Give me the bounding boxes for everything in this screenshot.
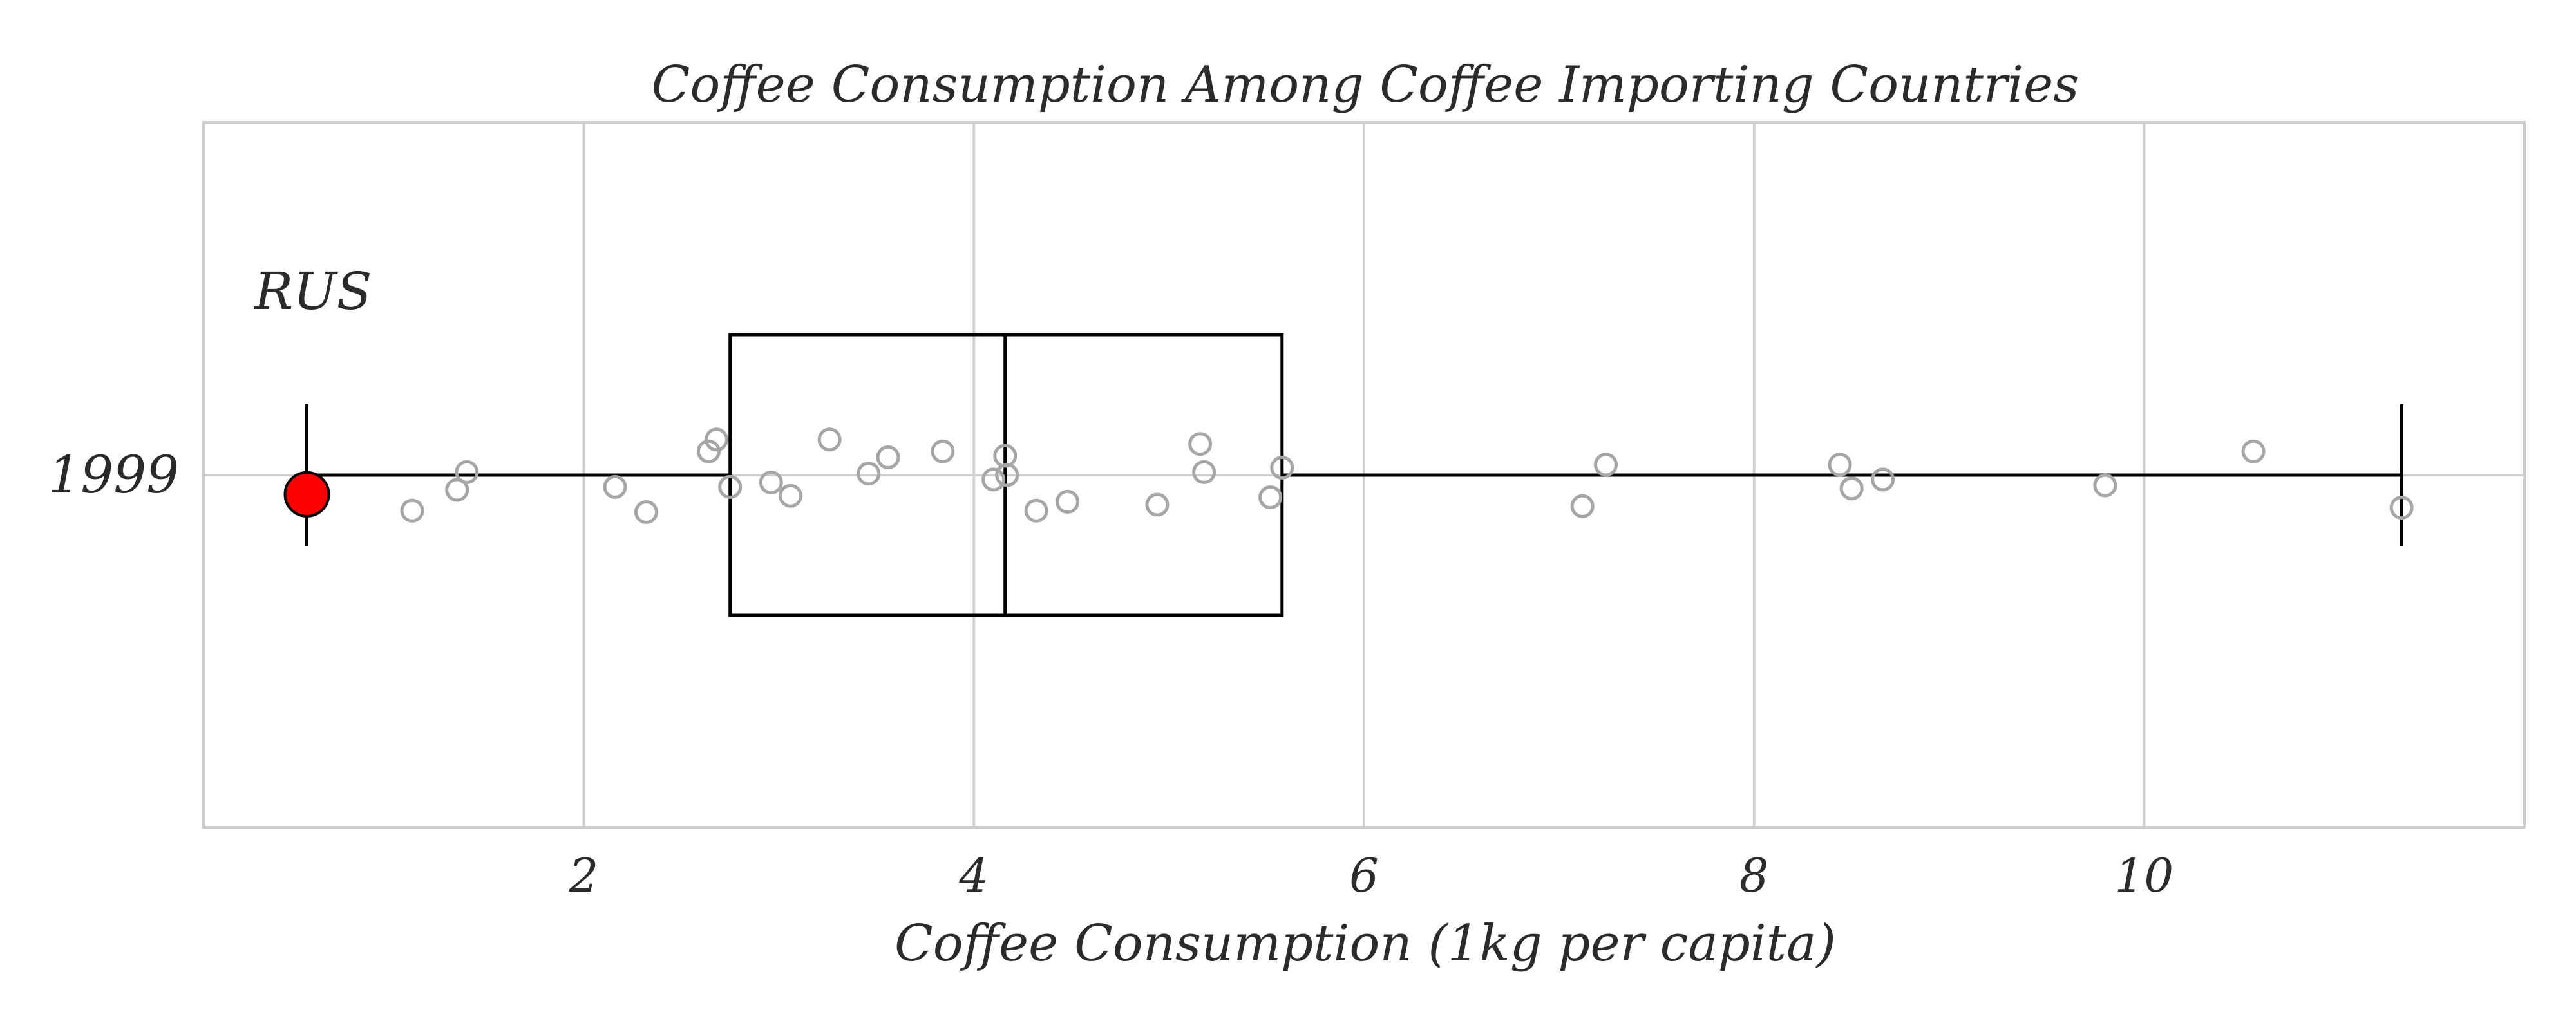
data-point: [981, 467, 1006, 492]
data-point: [1871, 467, 1895, 492]
data-point: [455, 460, 479, 484]
data-point: [931, 439, 955, 464]
x-tick-label: 10: [2115, 848, 2174, 903]
data-point: [759, 471, 783, 494]
data-points: [400, 427, 2414, 524]
x-axis-label: Coffee Consumption (1kg per capita): [895, 915, 1836, 973]
data-point: [1024, 498, 1048, 523]
data-point: [1839, 476, 1864, 501]
x-tick-label: 2: [569, 848, 599, 903]
data-point: [634, 500, 658, 524]
data-point: [603, 474, 627, 499]
data-point: [1192, 460, 1217, 484]
data-point: [705, 427, 729, 452]
data-point: [2389, 496, 2414, 520]
x-tick-label: 4: [958, 848, 989, 903]
x-tick-label: 8: [1739, 848, 1769, 903]
data-point: [2093, 473, 2117, 498]
data-point: [1258, 485, 1283, 509]
data-point: [1188, 432, 1213, 456]
data-point: [1594, 453, 1618, 477]
data-point: [857, 462, 881, 486]
highlight-point: [283, 471, 330, 518]
data-point: [1145, 492, 1170, 517]
data-point: [718, 474, 743, 499]
data-point: [696, 439, 721, 464]
data-point: [817, 427, 842, 452]
highlight-label: RUS: [253, 261, 372, 321]
data-point: [779, 483, 803, 508]
x-tick-labels: 2 4 6 8 10: [569, 848, 2174, 903]
data-point: [1570, 494, 1595, 518]
data-point: [1828, 453, 1852, 477]
chart-title: Coffee Consumption Among Coffee Importin…: [652, 56, 2079, 114]
data-point: [876, 445, 900, 469]
data-point: [2241, 439, 2266, 464]
y-tick-label: 1999: [48, 445, 179, 505]
data-point: [445, 478, 469, 502]
boxplot: [305, 333, 2403, 617]
y-tick-labels: 1999: [48, 445, 179, 505]
data-point: [1056, 489, 1080, 514]
highlight-group: RUS: [253, 261, 372, 518]
data-point: [1270, 456, 1294, 480]
x-tick-label: 6: [1349, 848, 1379, 903]
plot-frame: [202, 121, 2526, 829]
data-point: [995, 463, 1019, 487]
data-point: [400, 498, 424, 523]
